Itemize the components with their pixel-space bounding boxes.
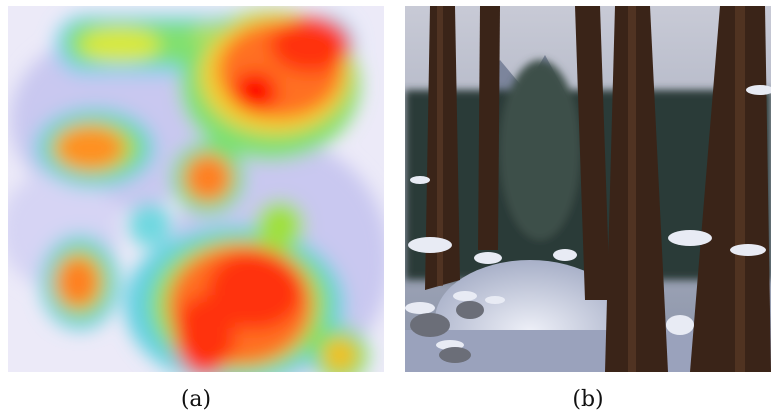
- figure: (a) (b): [0, 0, 774, 417]
- caption: (a): [181, 387, 211, 412]
- forest-image: [405, 6, 774, 380]
- page: (a) (b) (() => { const data = JSON.parse…: [0, 0, 774, 417]
- caption: (b): [572, 387, 603, 412]
- heatmap: [0, 6, 390, 385]
